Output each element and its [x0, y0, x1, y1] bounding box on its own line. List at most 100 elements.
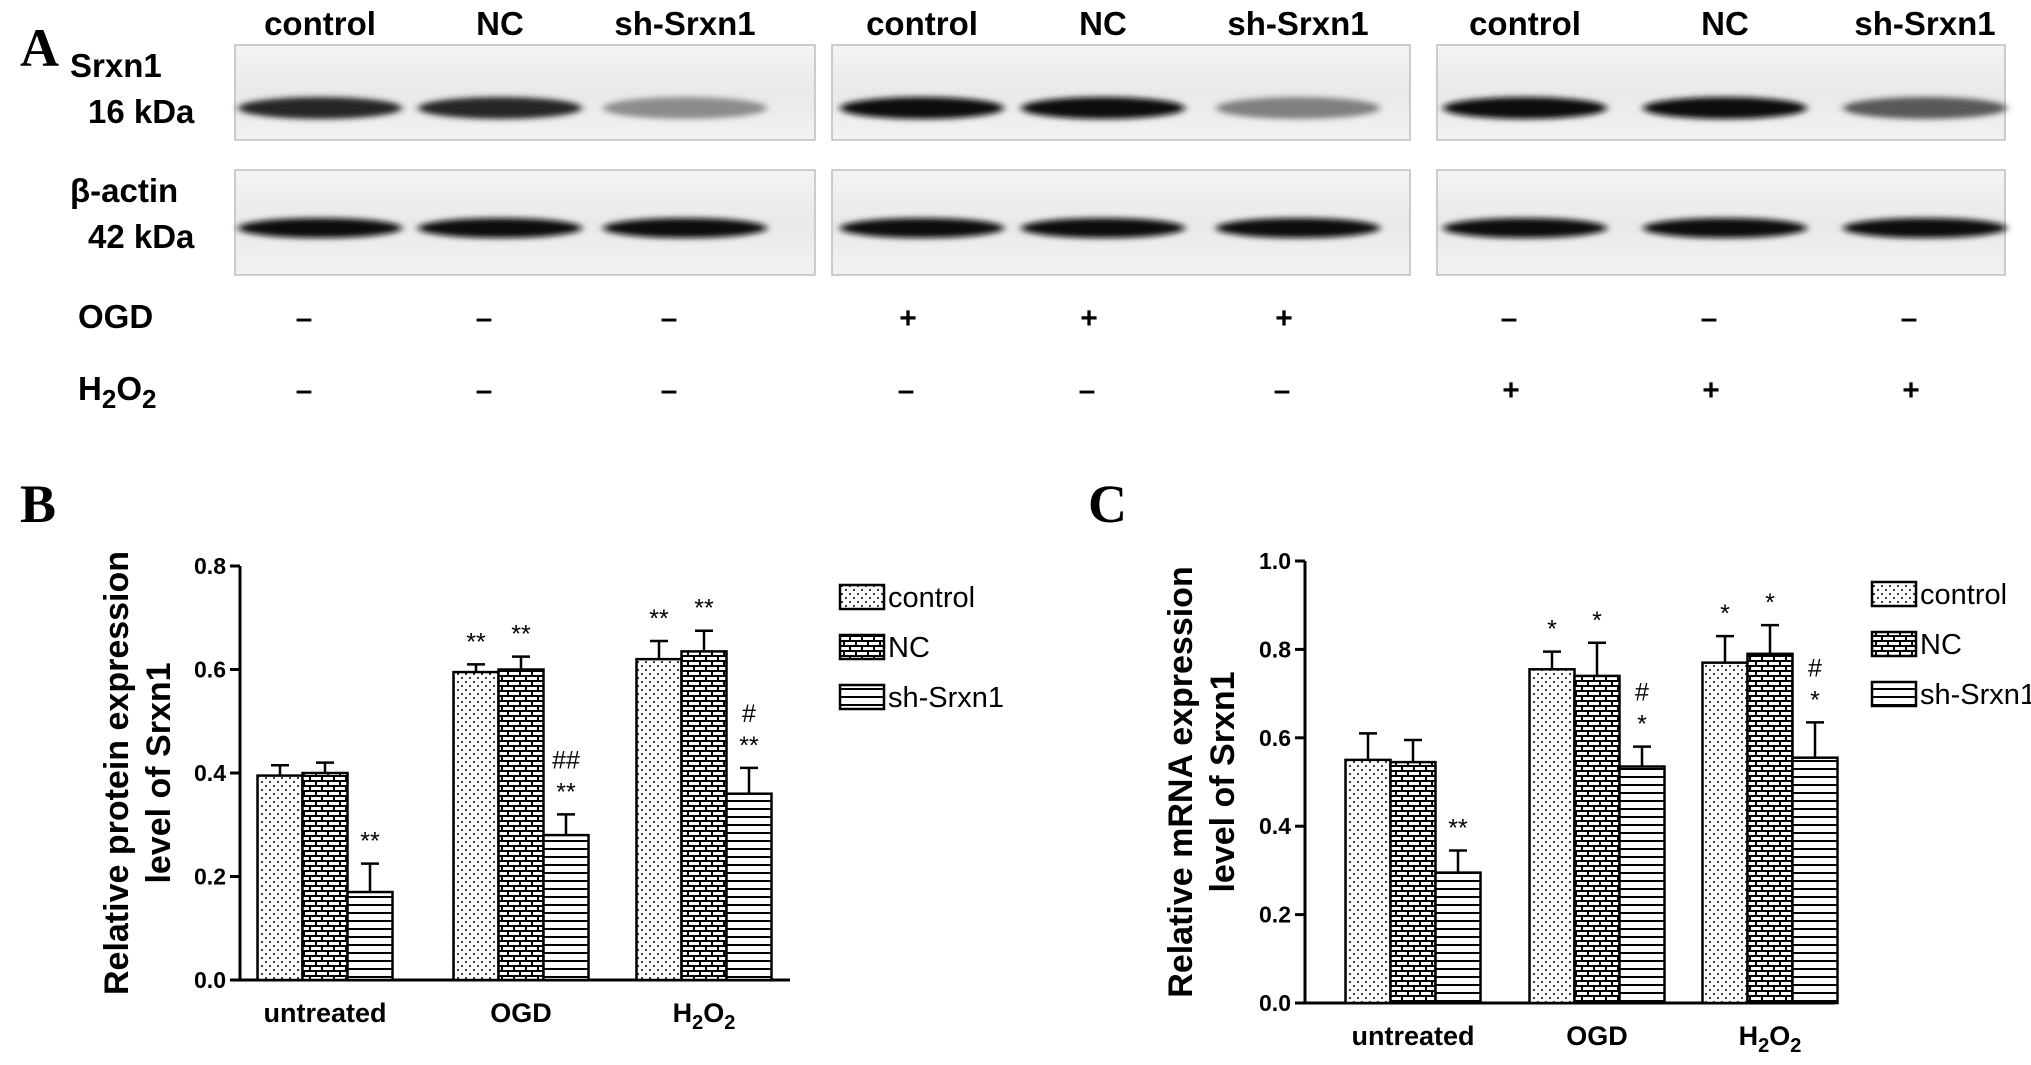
- bar: [1791, 756, 1839, 1005]
- x-category-label: H2O2: [673, 998, 736, 1034]
- y-tick-label: 0.8: [194, 553, 226, 579]
- significance-marker: **: [466, 628, 486, 656]
- minus-sign: –: [1274, 374, 1291, 407]
- significance-marker: *: [1547, 616, 1557, 644]
- significance-marker: *: [1765, 589, 1775, 617]
- blot-band: [238, 97, 402, 119]
- significance-marker: ##: [552, 746, 580, 774]
- bar: [1618, 765, 1666, 1005]
- chart-c: Relative mRNA expression level of Srxn1 0.…: [1162, 548, 2031, 1057]
- x-category-label: OGD: [490, 998, 552, 1028]
- significance-marker: #: [742, 700, 756, 728]
- bar: [725, 792, 773, 982]
- lane-label: sh-Srxn1: [614, 5, 755, 42]
- y-axis-label: Relative mRNA expression level of Srxn1: [1162, 566, 1242, 997]
- y-axis-label-line2: level of Srxn1: [140, 662, 178, 883]
- significance-marker: #: [1808, 654, 1822, 682]
- bar: [301, 771, 349, 982]
- bar: [1573, 674, 1621, 1005]
- plus-sign: +: [899, 302, 917, 335]
- significance-marker: **: [360, 828, 380, 856]
- blot-band: [1443, 218, 1607, 238]
- significance-marker: **: [1448, 815, 1468, 843]
- plus-sign: +: [1080, 302, 1098, 335]
- blot-lane-labels: control NC sh-Srxn1 control NC sh-Srxn1 contro…: [264, 5, 1996, 42]
- panel-label-c: C: [1088, 474, 1127, 534]
- condition-label: H2O2: [78, 370, 156, 414]
- blot-band: [1643, 218, 1807, 238]
- bar: [1701, 661, 1749, 1005]
- legend-swatch: [1870, 580, 1918, 608]
- blot-row-size: 16 kDa: [88, 93, 195, 130]
- blot-membrane: [831, 44, 1411, 141]
- lane-label: control: [264, 5, 376, 42]
- legend-label: NC: [888, 632, 930, 664]
- bar: [452, 670, 500, 982]
- blot-condition-rows: OGD – – – + + + – – – H2O2 – – – – – – + + +: [78, 298, 1920, 414]
- lane-label: sh-Srxn1: [1854, 5, 1995, 42]
- minus-sign: –: [476, 374, 493, 407]
- significance-marker: **: [694, 595, 714, 623]
- blot-band: [1021, 97, 1185, 119]
- y-tick-label: 0.0: [1259, 990, 1291, 1016]
- lane-label: control: [866, 5, 978, 42]
- y-tick-label: 0.6: [1259, 725, 1291, 751]
- y-tick-label: 0.8: [1259, 636, 1291, 662]
- bar: [1528, 668, 1576, 1005]
- plus-sign: +: [1702, 374, 1720, 407]
- lane-label: NC: [1079, 5, 1127, 42]
- plus-sign: +: [1902, 374, 1920, 407]
- plus-sign: +: [1502, 374, 1520, 407]
- blot-band: [1843, 218, 2007, 238]
- blot-band: [1216, 97, 1380, 119]
- blot-band: [603, 218, 767, 238]
- blot-membrane: [1436, 44, 2006, 141]
- minus-sign: –: [1901, 302, 1918, 335]
- bar: [1746, 652, 1794, 1005]
- blot-band: [840, 218, 1004, 238]
- y-tick-label: 0.6: [194, 657, 226, 683]
- bar: [346, 890, 394, 982]
- legend-label: sh-Srxn1: [1920, 679, 2031, 711]
- significance-marker: **: [556, 778, 576, 806]
- bar: [1344, 758, 1392, 1005]
- minus-sign: –: [1501, 302, 1518, 335]
- lane-label: sh-Srxn1: [1227, 5, 1368, 42]
- minus-sign: –: [1079, 374, 1096, 407]
- y-axis-label-line1: Relative protein expression: [98, 551, 136, 995]
- minus-sign: –: [661, 302, 678, 335]
- legend-swatch: [838, 683, 886, 711]
- minus-sign: –: [898, 374, 915, 407]
- minus-sign: –: [1701, 302, 1718, 335]
- bar: [635, 657, 683, 982]
- blot-membrane: [234, 44, 816, 141]
- bar: [1434, 871, 1482, 1005]
- lane-label: control: [1469, 5, 1581, 42]
- blot-row-name: Srxn1: [70, 47, 162, 84]
- blot-band: [840, 97, 1004, 119]
- x-category-label: untreated: [263, 998, 386, 1028]
- blot-band: [238, 218, 402, 238]
- minus-sign: –: [296, 302, 313, 335]
- blot-band: [1843, 97, 2007, 119]
- legend-swatch: [838, 583, 886, 611]
- minus-sign: –: [661, 374, 678, 407]
- x-category-label: H2O2: [1739, 1021, 1802, 1057]
- blot-band: [418, 97, 582, 119]
- legend-label: NC: [1920, 629, 1962, 661]
- x-category-label: untreated: [1351, 1021, 1474, 1051]
- significance-marker: *: [1720, 600, 1730, 628]
- legend-label: control: [888, 582, 975, 614]
- lane-label: NC: [1701, 5, 1749, 42]
- condition-label: OGD: [78, 298, 153, 335]
- blot-row-size: 42 kDa: [88, 218, 195, 255]
- y-tick-label: 0.2: [194, 864, 226, 890]
- blot-band: [418, 218, 582, 238]
- significance-marker: *: [1637, 711, 1647, 739]
- legend-swatch: [838, 633, 886, 661]
- panel-label-b: B: [20, 474, 56, 534]
- chart-b: Relative protein expression level of Srxn…: [98, 551, 1004, 1034]
- bar: [256, 774, 304, 982]
- legend-swatch: [1870, 630, 1918, 658]
